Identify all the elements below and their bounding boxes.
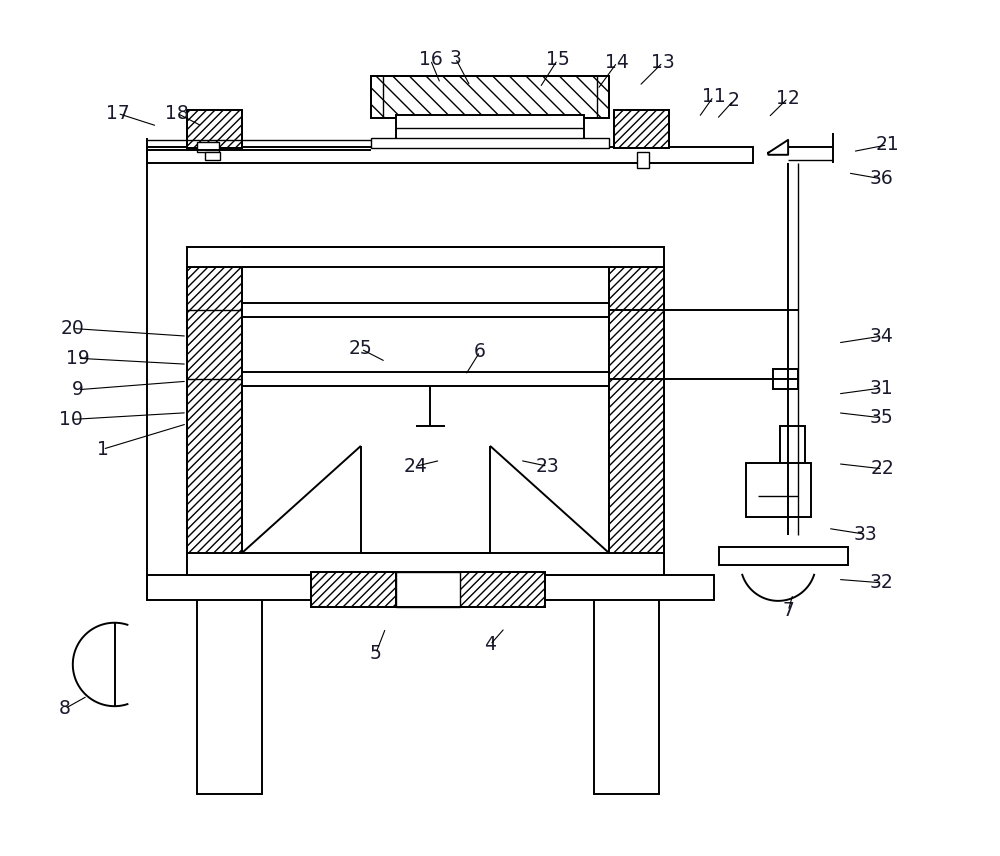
Text: 13: 13	[651, 53, 675, 72]
Text: 24: 24	[404, 457, 427, 476]
Text: 19: 19	[66, 348, 90, 368]
Bar	[614, 110, 669, 148]
Text: 18: 18	[165, 104, 189, 122]
Text: 7: 7	[782, 602, 794, 621]
Text: 8: 8	[59, 699, 71, 718]
Bar	[371, 76, 609, 118]
Bar	[147, 575, 714, 600]
Bar	[609, 267, 664, 575]
Bar	[187, 553, 664, 575]
Text: 3: 3	[449, 49, 461, 68]
Text: 31: 31	[870, 378, 893, 397]
Bar	[311, 572, 396, 607]
Text: 36: 36	[870, 169, 893, 188]
Text: 34: 34	[870, 327, 893, 346]
Bar	[609, 267, 664, 575]
Text: 22: 22	[871, 460, 894, 479]
Text: 4: 4	[484, 635, 496, 654]
Bar	[371, 138, 609, 148]
Bar	[594, 595, 659, 794]
Polygon shape	[768, 140, 788, 155]
Bar	[396, 115, 584, 143]
Bar	[187, 110, 242, 148]
Bar	[773, 370, 798, 389]
Bar	[205, 152, 220, 160]
Bar	[371, 76, 609, 118]
Text: 25: 25	[349, 340, 373, 359]
Text: 20: 20	[61, 319, 85, 338]
Text: 1: 1	[97, 440, 109, 459]
Bar	[637, 152, 649, 168]
Bar	[746, 463, 811, 517]
Text: 33: 33	[854, 525, 877, 544]
Text: 11: 11	[702, 86, 725, 106]
Bar	[147, 147, 753, 163]
Bar	[614, 110, 669, 148]
Bar	[242, 372, 609, 386]
Bar	[197, 142, 219, 152]
Text: 21: 21	[876, 135, 899, 154]
Text: 14: 14	[605, 53, 629, 72]
Bar	[197, 595, 262, 794]
Bar	[460, 572, 545, 607]
Text: 23: 23	[536, 457, 560, 476]
Bar	[242, 303, 609, 317]
Bar	[780, 426, 805, 485]
Bar	[311, 572, 396, 607]
Bar	[187, 110, 242, 148]
Text: 6: 6	[474, 342, 486, 361]
Bar	[460, 572, 545, 607]
Text: 32: 32	[870, 574, 893, 592]
Text: 10: 10	[59, 410, 83, 429]
Bar	[187, 247, 664, 267]
Bar	[187, 267, 242, 575]
Bar	[719, 547, 848, 565]
Text: 16: 16	[419, 51, 442, 69]
Text: 35: 35	[870, 408, 893, 427]
Text: 12: 12	[776, 88, 800, 108]
Text: 17: 17	[106, 104, 129, 122]
Bar	[396, 572, 460, 607]
Text: 9: 9	[72, 380, 84, 399]
Text: 15: 15	[546, 51, 569, 69]
Bar	[187, 267, 242, 575]
Text: 5: 5	[370, 644, 382, 663]
Text: 2: 2	[728, 91, 739, 110]
